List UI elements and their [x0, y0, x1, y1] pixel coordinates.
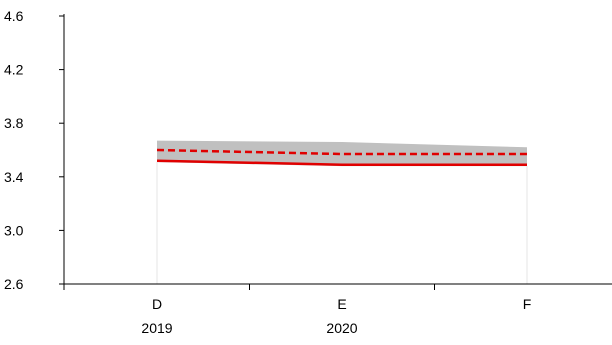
y-tick-label: 4.6 — [4, 8, 24, 24]
y-tick-label: 3.8 — [4, 115, 24, 131]
guide-layer — [156, 162, 528, 284]
y-tick-label: 3.0 — [4, 222, 24, 238]
series-layer — [156, 148, 527, 166]
axis-layer — [59, 14, 612, 290]
solid-series-line — [156, 159, 527, 166]
y-tick-label: 2.6 — [4, 276, 24, 292]
x-year-label: 2019 — [141, 320, 172, 336]
band-layer — [157, 140, 527, 167]
x-year-label: 2020 — [326, 320, 357, 336]
y-tick-label: 3.4 — [4, 169, 24, 185]
y-tick-label: 4.2 — [4, 62, 24, 78]
x-category-label: F — [523, 296, 532, 312]
label-layer: 4.6 4.2 3.8 3.4 3.0 2.6 D 2019 E 2020 F — [4, 8, 531, 336]
dashed-series-line — [156, 148, 527, 156]
shaded-band — [157, 140, 527, 167]
x-category-label: D — [152, 296, 162, 312]
x-category-label: E — [337, 296, 346, 312]
